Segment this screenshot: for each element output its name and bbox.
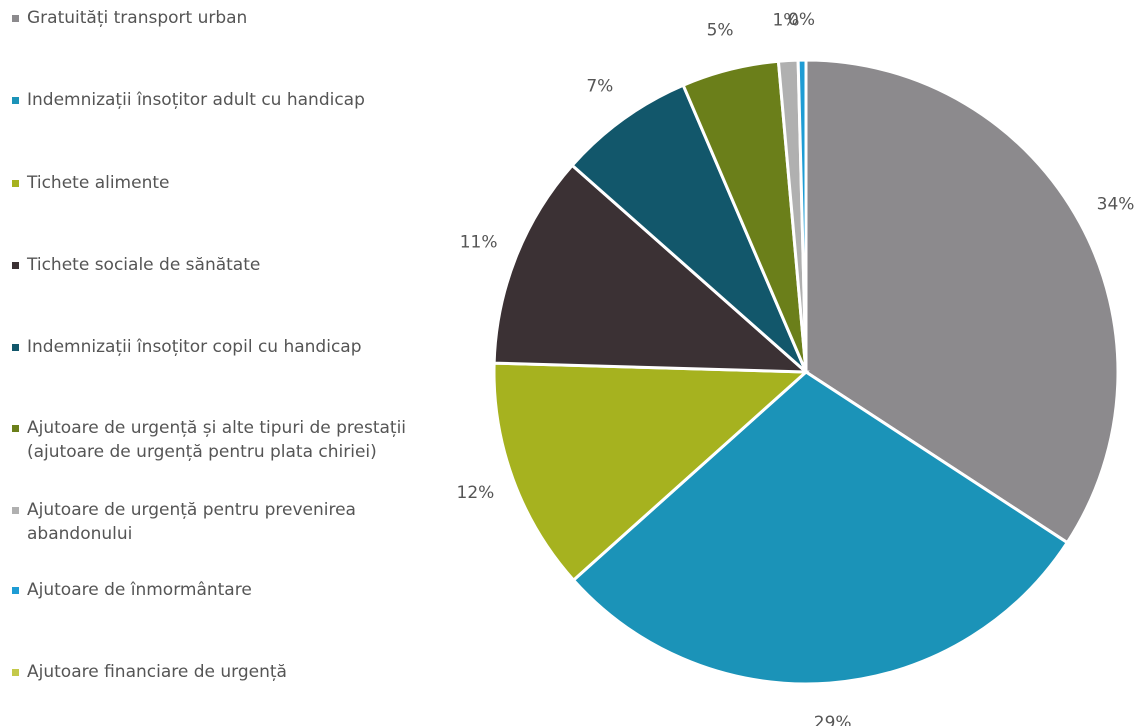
legend-item: Ajutoare de înmormântare <box>12 578 412 602</box>
legend-item: Ajutoare financiare de urgență <box>12 660 412 684</box>
legend-label: Indemnizații însoțitor adult cu handicap <box>27 90 365 110</box>
legend-item: Tichete sociale de sănătate <box>12 253 412 277</box>
pie-slice <box>492 361 810 583</box>
legend-item: Tichete alimente <box>12 171 412 195</box>
legend-swatch <box>12 587 19 594</box>
legend-item: Gratuități transport urban <box>12 6 412 30</box>
legend-item: Ajutoare de urgență și alte tipuri de pr… <box>12 416 412 464</box>
data-label: 0% <box>788 10 815 30</box>
data-label: 34% <box>1097 194 1135 214</box>
legend-label: Ajutoare de urgență și alte tipuri de pr… <box>27 418 407 462</box>
legend-item: Ajutoare de urgență pentru prevenirea ab… <box>12 498 412 546</box>
data-label: 11% <box>460 233 498 253</box>
pie-slice <box>571 370 1070 686</box>
data-label: 5% <box>707 21 734 41</box>
legend-label: Ajutoare de înmormântare <box>27 580 252 600</box>
legend-label: Gratuități transport urban <box>27 8 248 28</box>
pie-slice <box>492 163 811 374</box>
legend-label: Indemnizații însoțitor copil cu handicap <box>27 337 362 357</box>
legend-swatch <box>12 669 19 676</box>
legend-item: Indemnizații însoțitor adult cu handicap <box>12 88 412 112</box>
legend-swatch <box>12 262 19 269</box>
legend-swatch <box>12 425 19 432</box>
legend-swatch <box>12 15 19 22</box>
legend-swatch <box>12 507 19 514</box>
legend-swatch <box>12 97 19 104</box>
legend-label: Tichete sociale de sănătate <box>27 255 261 275</box>
legend-label: Ajutoare de urgență pentru prevenirea ab… <box>27 500 356 544</box>
data-label: 7% <box>586 77 613 97</box>
legend-label: Ajutoare financiare de urgență <box>27 662 287 682</box>
data-label: 29% <box>814 713 852 726</box>
legend-swatch <box>12 344 19 351</box>
pie-slice <box>570 83 808 374</box>
legend-item: Indemnizații însoțitor copil cu handicap <box>12 335 412 359</box>
legend-swatch <box>12 180 19 187</box>
data-label: 1% <box>772 11 799 31</box>
legend-label: Tichete alimente <box>27 173 170 193</box>
pie-slice <box>796 58 808 373</box>
data-label: 12% <box>457 483 495 503</box>
